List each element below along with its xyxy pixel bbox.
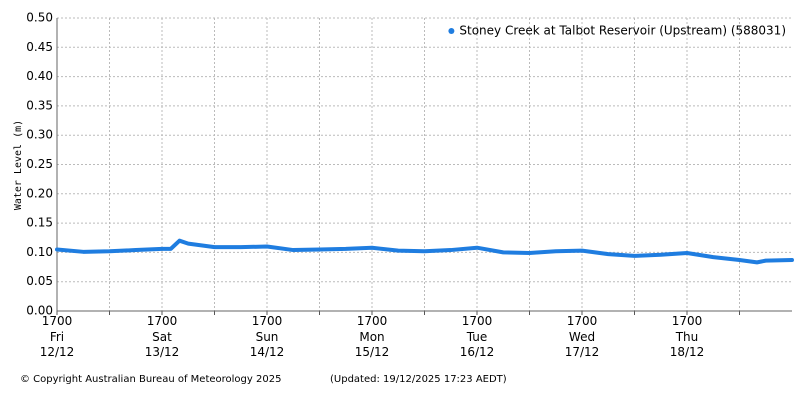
y-tick-label: 0.00 — [26, 304, 53, 318]
x-tick-label: 1700 Fri 12/12 — [39, 314, 75, 359]
legend-marker — [448, 28, 455, 34]
legend-label: Stoney Creek at Talbot Reservoir (Upstre… — [459, 24, 786, 38]
y-tick-label: 0.25 — [26, 157, 53, 171]
copyright: © Copyright Australian Bureau of Meteoro… — [20, 374, 282, 385]
x-tick-label: 1700 Sun 14/12 — [249, 314, 285, 359]
x-tick-label: 1700 Tue 16/12 — [459, 314, 495, 359]
updated: (Updated: 19/12/2025 17:23 AEDT) — [330, 374, 507, 385]
y-tick-label: 0.35 — [26, 98, 53, 112]
y-tick-label: 0.05 — [26, 274, 53, 288]
x-tick-label: 1700 Thu 18/12 — [669, 314, 705, 359]
y-tick-label: 0.30 — [26, 128, 53, 142]
y-tick-label: 0.45 — [26, 40, 53, 54]
x-tick-label: 1700 Wed 17/12 — [564, 314, 600, 359]
y-tick-label: 0.40 — [26, 69, 53, 83]
series-line — [55, 238, 794, 265]
y-tick-label: 0.10 — [26, 245, 53, 259]
y-tick-label: 0.15 — [26, 216, 53, 230]
x-tick-label: 1700 Mon 15/12 — [354, 314, 390, 359]
y-axis-label: Water Level (m) — [13, 120, 24, 210]
x-tick-label: 1700 Sat 13/12 — [144, 314, 180, 359]
y-tick-label: 0.20 — [26, 186, 53, 200]
y-tick-label: 0.50 — [26, 11, 53, 25]
